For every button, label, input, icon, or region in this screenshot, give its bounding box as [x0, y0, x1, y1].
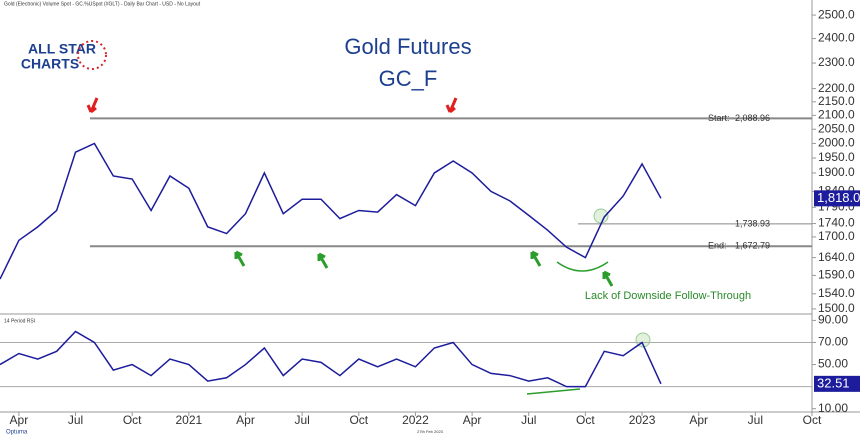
arrow: [445, 97, 458, 114]
series-line: [0, 142, 662, 280]
x-tick-label: Apr: [689, 413, 708, 427]
y-tick-label: 2300.0: [818, 55, 855, 69]
logo-stars: [77, 40, 107, 70]
y-tick-label: 10.00: [818, 401, 848, 415]
arrow: [86, 97, 99, 114]
arrow: [530, 250, 542, 267]
y-tick-label: 90.00: [818, 313, 848, 327]
header: Gold (Electronic) Volume Spot - GC.%USpo…: [4, 1, 201, 7]
y-tick-label: 1900.0: [818, 165, 855, 179]
annotation: Lack of Downside Follow-Through: [585, 290, 751, 302]
level-label: 1,738.93: [735, 218, 770, 228]
logo-text: CHARTS: [21, 56, 79, 72]
arrow: [234, 250, 246, 267]
last-value-box: [814, 190, 860, 207]
logo-text: ALL STAR: [28, 41, 96, 57]
y-tick-label: 50.00: [818, 357, 848, 371]
brand: Optuma: [6, 430, 28, 436]
y-tick-label: 2200.0: [818, 81, 855, 95]
y-tick-label: 1700.0: [818, 229, 855, 243]
x-tick-label: Oct: [349, 413, 368, 427]
series-line: [0, 330, 662, 388]
y-tick-label: 2150.0: [818, 94, 855, 108]
x-tick-label: Jul: [521, 413, 536, 427]
y-tick-label: 1590.0: [818, 268, 855, 282]
x-tick-label: Apr: [463, 413, 482, 427]
x-tick-label: Apr: [236, 413, 255, 427]
y-tick-label: 1740.0: [818, 216, 855, 230]
y-tick-label: 2100.0: [818, 108, 855, 122]
x-tick-label: Apr: [10, 413, 29, 427]
x-tick-label: Jul: [68, 413, 83, 427]
level-prefix: End:: [708, 241, 727, 251]
level-label: 2,088.96: [735, 113, 770, 123]
y-tick-label: 1500.0: [818, 301, 855, 315]
y-tick-label: 2500.0: [818, 7, 855, 21]
last-value-label: 32.51: [817, 375, 850, 390]
x-tick-label: Jul: [294, 413, 309, 427]
divergence-line: [526, 388, 581, 395]
last-value-box: [814, 375, 860, 392]
annotations: [86, 97, 651, 395]
arrow: [317, 252, 329, 269]
x-tick-label: Oct: [576, 413, 595, 427]
x-tick-label: 2022: [402, 413, 429, 427]
chart-subtitle: GC_F: [379, 66, 438, 91]
x-tick-label: 2023: [629, 413, 656, 427]
arc: [556, 261, 609, 272]
x-tick-label: Oct: [123, 413, 142, 427]
arrow: [602, 270, 614, 287]
x-tick-label: Oct: [803, 413, 822, 427]
last-value-label: 1,818.0: [817, 190, 860, 205]
level-label: 1,672.79: [735, 241, 770, 251]
x-tick-label: 2021: [175, 413, 202, 427]
y-tick-label: 1540.0: [818, 286, 855, 300]
logo: ALL STAR CHARTS: [21, 40, 107, 72]
level-prefix: Start:: [708, 113, 730, 123]
y-tick-label: 70.00: [818, 335, 848, 349]
y-tick-label: 2050.0: [818, 121, 855, 135]
footer-date: 27th Feb 2023: [417, 429, 444, 434]
y-tick-label: 1640.0: [818, 250, 855, 264]
y-tick-label: 1950.0: [818, 150, 855, 164]
y-tick-label: 2000.0: [818, 136, 855, 150]
chart-title: Gold Futures: [344, 34, 471, 59]
y-tick-label: 2400.0: [818, 31, 855, 45]
panel-title: 14 Period RSI: [4, 318, 35, 324]
x-tick-label: Jul: [748, 413, 763, 427]
